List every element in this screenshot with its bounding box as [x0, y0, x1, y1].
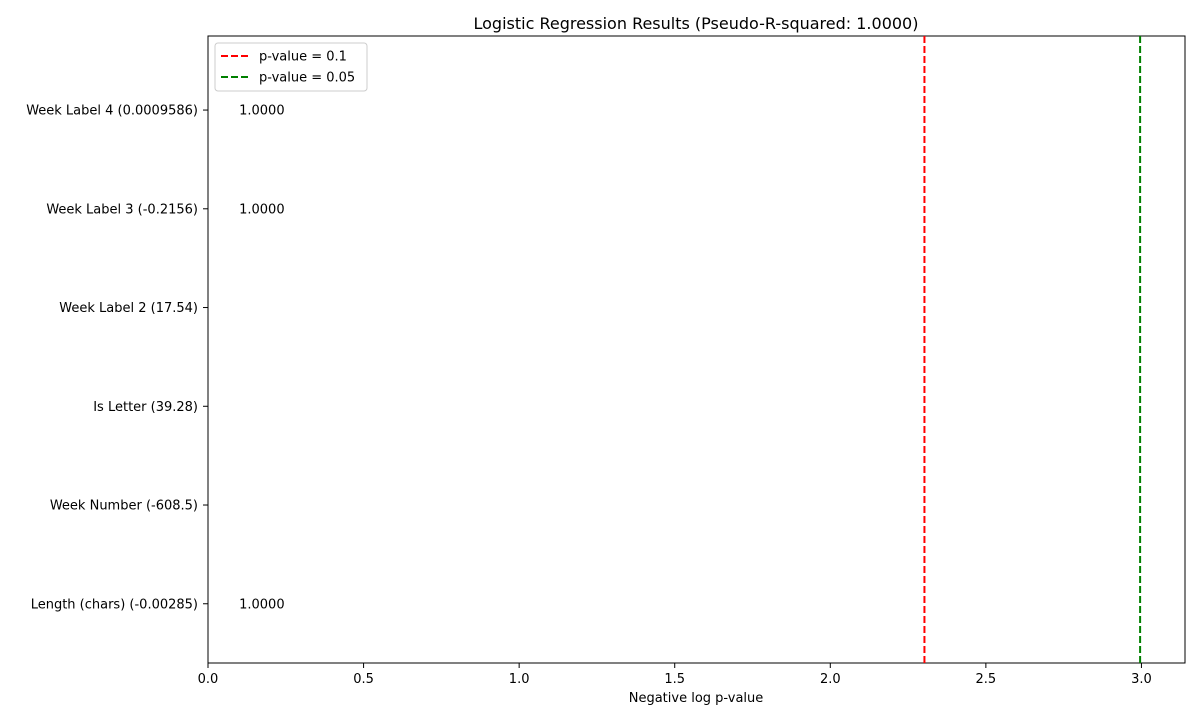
y-tick-label: Week Number (-608.5)	[50, 499, 198, 514]
x-tick-label: 1.5	[664, 672, 685, 687]
x-tick-label: 2.5	[976, 672, 997, 687]
y-axis: Length (chars) (-0.00285) Week Number (-6…	[26, 104, 208, 612]
legend-box	[214, 42, 368, 92]
x-tick-label: 2.0	[820, 672, 841, 687]
x-tick-label: 3.0	[1131, 672, 1152, 687]
chart-title: Logistic Regression Results (Pseudo-R-sq…	[474, 14, 919, 33]
legend-label: p-value = 0.1	[259, 50, 347, 65]
data-label: 1.0000	[239, 202, 285, 217]
data-label: 1.0000	[239, 597, 285, 612]
y-tick-label: Week Label 3 (-0.2156)	[46, 202, 198, 217]
y-tick-label: Week Label 4 (0.0009586)	[26, 104, 198, 119]
y-tick-label: Is Letter (39.28)	[93, 400, 198, 415]
x-tick-label: 0.5	[353, 672, 374, 687]
reference-lines	[923, 36, 1142, 663]
x-tick-label: 1.0	[509, 672, 530, 687]
y-tick-label: Week Label 2 (17.54)	[59, 301, 198, 316]
legend: p-value = 0.1 p-value = 0.05	[214, 42, 368, 92]
data-labels: 1.0000 1.0000 1.0000	[239, 104, 285, 613]
y-tick-label: Length (chars) (-0.00285)	[31, 597, 198, 612]
plot-area	[207, 35, 1186, 664]
data-label: 1.0000	[239, 104, 285, 119]
x-axis: 0.0 0.5 1.0 1.5 2.0 2.5 3.0	[198, 663, 1152, 687]
x-axis-label: Negative log p-value	[629, 691, 764, 706]
legend-label: p-value = 0.05	[259, 71, 355, 86]
x-tick-label: 0.0	[198, 672, 219, 687]
